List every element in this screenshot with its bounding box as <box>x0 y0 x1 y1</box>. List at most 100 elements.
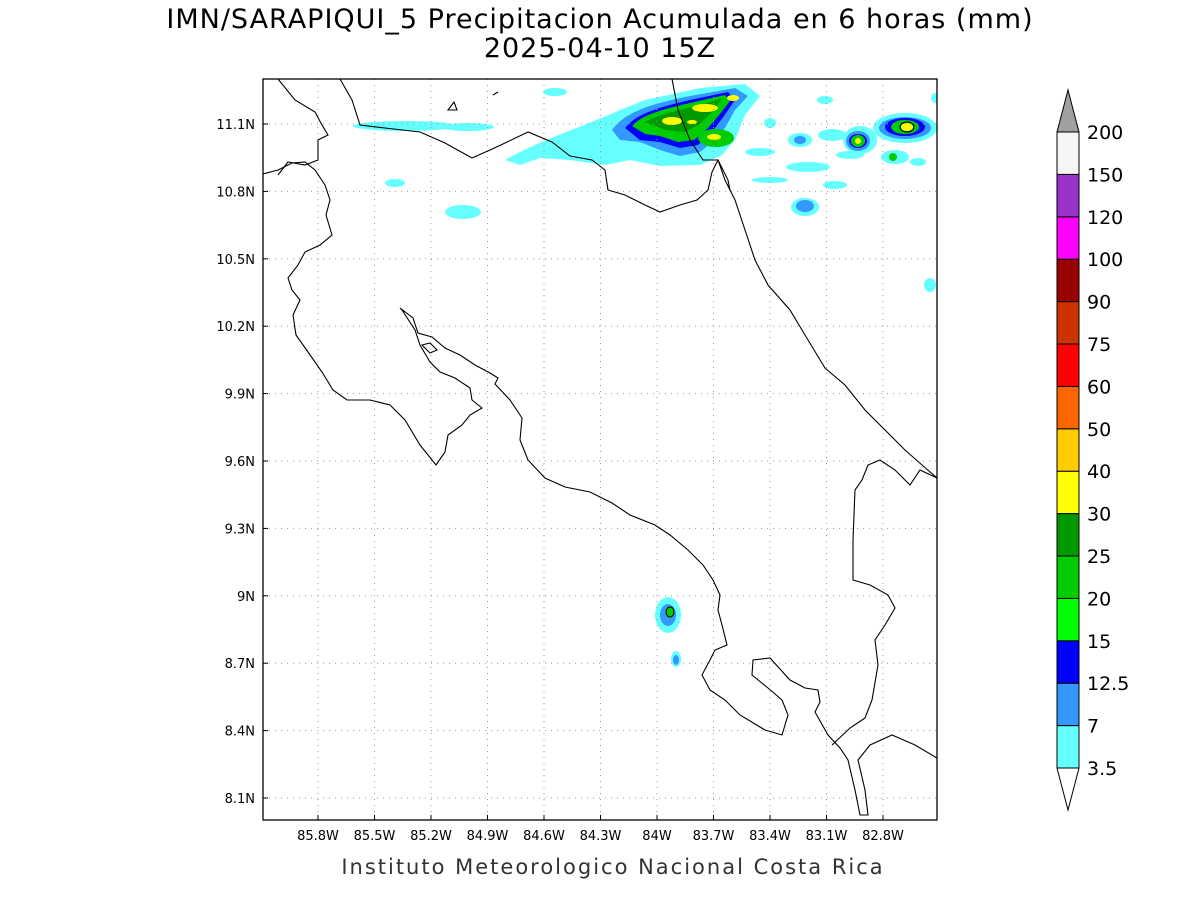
legend-label: 3.5 <box>1087 758 1117 780</box>
institution-credit: Instituto Meteorologico Nacional Costa R… <box>341 855 885 879</box>
precip-cell-se-20 <box>666 606 674 618</box>
legend-label: 40 <box>1087 461 1111 483</box>
precip-streak-1 <box>764 118 776 128</box>
legend-swatch <box>1056 640 1080 684</box>
precip-patch-se2-7 <box>673 655 679 665</box>
lat-tick-label: 10.5N <box>216 253 255 268</box>
legend-label: 15 <box>1087 631 1111 653</box>
precipitation-field <box>353 84 937 667</box>
legend-swatch <box>1056 301 1080 345</box>
legend-label: 50 <box>1087 419 1111 441</box>
map-frame <box>262 78 938 821</box>
lat-tick-label: 9.6N <box>225 455 255 470</box>
precip-streak-4 <box>745 148 775 156</box>
lon-tick-label: 84.6W <box>523 829 565 844</box>
panama-border <box>831 459 937 746</box>
coastline <box>263 79 937 816</box>
chira-island <box>420 342 438 354</box>
legend-swatch <box>1056 258 1080 303</box>
lon-tick-label: 83.1W <box>806 829 848 844</box>
map-title: IMN/SARAPIQUI_5 Precipitacion Acumulada … <box>166 4 1034 35</box>
precip-patch-nw2 <box>442 123 494 131</box>
legend-swatch <box>1056 131 1080 175</box>
lat-tick-label: 9N <box>237 590 255 605</box>
precip-max-4 <box>687 120 697 124</box>
lon-tick-label: 83.7W <box>693 829 735 844</box>
map-subtitle-datetime: 2025-04-10 15Z <box>483 33 717 64</box>
precip-streak-11 <box>910 158 926 166</box>
legend-label: 60 <box>1087 376 1111 398</box>
lon-tick-label: 85.5W <box>354 829 396 844</box>
legend-swatch <box>1056 385 1080 430</box>
legend-label: 100 <box>1087 249 1123 271</box>
precip-contour-se <box>665 606 675 618</box>
legend-swatch <box>1056 428 1080 472</box>
top-border-segment <box>492 91 499 96</box>
precip-max-1 <box>662 117 682 125</box>
precip-max-2 <box>692 104 718 112</box>
lat-tick-label: 10.8N <box>216 185 255 200</box>
lat-tick-label: 8.4N <box>225 725 255 740</box>
map-grid <box>263 79 937 820</box>
precip-streak-12 <box>817 96 833 104</box>
precip-max-mid <box>707 134 721 140</box>
precip-patch-coast <box>385 179 405 187</box>
lat-tick-label: 8.1N <box>225 792 255 807</box>
precip-patch-lake <box>445 205 481 219</box>
lake-nicaragua-shore <box>339 79 473 159</box>
legend-label: 7 <box>1087 716 1099 738</box>
precip-streak-5 <box>786 162 830 172</box>
legend-swatch <box>1056 725 1080 769</box>
legend-label: 120 <box>1087 207 1123 229</box>
lon-tick-label: 85.8W <box>297 829 339 844</box>
legend-under-triangle <box>1056 767 1080 812</box>
latitude-axis: 11.1N 10.8N 10.5N 10.2N 9.9N 9.6N 9.3N 9N 8.7N 8.… <box>216 118 268 807</box>
precip-streak-7b <box>796 200 814 212</box>
lat-tick-label: 8.7N <box>225 657 255 672</box>
precip-max-east <box>855 138 861 144</box>
lon-tick-label: 84.9W <box>467 829 509 844</box>
legend-label: 30 <box>1087 504 1111 526</box>
precip-streak-3 <box>818 129 846 141</box>
legend-label: 12.5 <box>1087 673 1129 695</box>
precip-patch-top <box>543 88 567 96</box>
legend-label: 20 <box>1087 588 1111 610</box>
precip-streak-9 <box>823 181 847 189</box>
precip-streak-7 <box>752 177 788 183</box>
legend-label: 75 <box>1087 334 1111 356</box>
precip-patch-top2 <box>931 93 937 103</box>
precipitation-legend: 3.5 7 12.5 15 20 25 30 40 50 60 75 90 100 120 150 200 <box>1056 88 1129 812</box>
legend-swatch <box>1056 343 1080 387</box>
legend-over-triangle <box>1056 88 1080 133</box>
legend-label: 200 <box>1087 122 1123 144</box>
nicaragua-border <box>277 79 329 176</box>
lat-tick-label: 9.3N <box>225 522 255 537</box>
lon-tick-label: 85.2W <box>410 829 452 844</box>
legend-swatch <box>1056 216 1080 260</box>
legend-swatch <box>1056 682 1080 727</box>
precip-cell-ne-small <box>889 153 897 161</box>
lon-tick-label: 82.8W <box>862 829 904 844</box>
legend-swatch <box>1056 513 1080 557</box>
sanjuan-river <box>671 79 718 161</box>
precip-contour-ne <box>899 121 915 133</box>
precip-streak-2b <box>794 136 806 144</box>
legend-swatch <box>1056 555 1080 599</box>
legend-label: 150 <box>1087 164 1123 186</box>
legend-swatch <box>1056 173 1080 218</box>
longitude-axis: 85.8W 85.5W 85.2W 84.9W 84.6W 84.3W 84W 83.7W 83… <box>297 815 904 844</box>
lake-nicaragua-tip <box>446 100 458 111</box>
lon-tick-label: 84W <box>642 829 672 844</box>
caribbean-coastline <box>717 159 937 479</box>
legend-label: 90 <box>1087 292 1111 314</box>
legend-swatch <box>1056 597 1080 642</box>
northern-border <box>471 131 731 213</box>
precip-patch-east <box>924 278 936 292</box>
lon-tick-label: 84.3W <box>580 829 622 844</box>
precip-max-ne <box>901 123 913 131</box>
lat-tick-label: 9.9N <box>225 388 255 403</box>
precip-max-3 <box>727 95 739 101</box>
lon-tick-label: 83.4W <box>749 829 791 844</box>
pacific-coastline <box>263 161 937 816</box>
